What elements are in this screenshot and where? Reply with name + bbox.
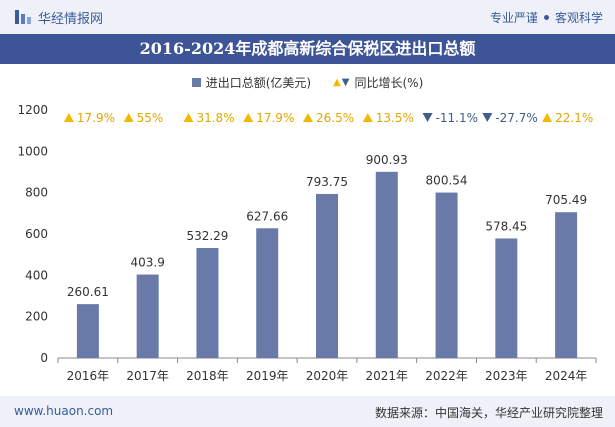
- growth-label: 13.5%: [376, 111, 414, 125]
- growth-label: 31.8%: [196, 111, 234, 125]
- growth-label: 17.9%: [77, 111, 115, 125]
- growth-up-marker: [303, 113, 313, 122]
- bar-value-label: 578.45: [485, 219, 527, 233]
- legend-label-growth: 同比增长(%): [354, 75, 424, 90]
- bar-value-label: 532.29: [186, 229, 228, 243]
- x-tick-label: 2019年: [246, 369, 289, 383]
- bar-value-label: 900.93: [366, 153, 408, 167]
- legend-item-growth[interactable]: ▲ ▼ 同比增长(%): [333, 74, 423, 91]
- footer-bar: www.huaon.com 数据来源：中国海关，华经产业研究院整理: [0, 396, 615, 427]
- bar-5[interactable]: [375, 171, 398, 358]
- x-tick-label: 2022年: [425, 369, 468, 383]
- chart-legend: 进出口总额(亿美元) ▲ ▼ 同比增长(%): [0, 72, 615, 92]
- growth-up-marker: [183, 113, 194, 122]
- growth-up-marker: [542, 113, 553, 122]
- growth-label: 22.1%: [555, 111, 593, 125]
- bar-7[interactable]: [495, 238, 518, 358]
- bar-swatch-icon: [191, 77, 201, 87]
- y-tick-label: 200: [25, 310, 48, 324]
- growth-label: -11.1%: [436, 111, 478, 125]
- bar-value-label: 403.9: [130, 256, 164, 270]
- slogan-right: 客观科学: [554, 11, 603, 25]
- bar-4[interactable]: [316, 193, 338, 358]
- bar-value-label: 705.49: [545, 193, 587, 207]
- y-tick-label: 0: [40, 351, 48, 365]
- data-source: 数据来源：中国海关，华经产业研究院整理: [374, 406, 603, 420]
- separator-dot-icon: [543, 15, 549, 20]
- x-tick-label: 2023年: [485, 369, 528, 383]
- bar-value-label: 260.61: [67, 285, 109, 299]
- growth-up-marker: [123, 113, 134, 122]
- growth-down-marker: [422, 113, 433, 122]
- top-bar: 华经情报网 专业严谨 客观科学: [0, 0, 615, 34]
- bar-value-label: 627.66: [246, 209, 288, 223]
- growth-up-marker: [243, 113, 254, 122]
- growth-label: 17.9%: [256, 111, 294, 125]
- y-tick-label: 400: [25, 268, 48, 282]
- bar-value-label: 800.54: [426, 174, 468, 188]
- slogan-left: 专业严谨: [489, 11, 538, 25]
- brand[interactable]: 华经情报网: [14, 7, 103, 27]
- y-tick-label: 1000: [17, 144, 48, 158]
- x-tick-label: 2024年: [545, 369, 588, 383]
- bar-8[interactable]: [555, 212, 578, 358]
- bar-3[interactable]: [256, 228, 279, 358]
- bar-chart: 0 200 400 600 800 1000 1200 260.61 2016年 17.9% 403…: [17, 103, 597, 383]
- huajing-logo-icon: [15, 10, 31, 24]
- chart-title: 2016-2024年成都高新综合保税区进出口总额: [139, 39, 476, 58]
- growth-label: 55%: [137, 111, 164, 125]
- y-tick-label: 1200: [17, 103, 48, 117]
- y-tick-label: 800: [25, 186, 48, 200]
- growth-label: 26.5%: [316, 111, 354, 125]
- growth-up-marker: [362, 113, 373, 122]
- growth-label: -27.7%: [495, 111, 537, 125]
- bar-1[interactable]: [136, 274, 159, 358]
- x-tick-label: 2021年: [366, 369, 409, 383]
- slogan: 专业严谨 客观科学: [490, 9, 603, 26]
- x-tick-label: 2018年: [186, 369, 229, 383]
- growth-down-marker: [482, 113, 493, 122]
- bar-0[interactable]: [76, 304, 99, 358]
- bar-6[interactable]: [435, 192, 458, 358]
- x-tick-label: 2017年: [126, 369, 169, 383]
- brand-name: 华经情报网: [38, 11, 104, 27]
- site-link[interactable]: www.huaon.com: [14, 404, 114, 418]
- growth-up-marker: [63, 113, 74, 122]
- title-bar: 2016-2024年成都高新综合保税区进出口总额: [0, 34, 615, 64]
- legend-item-total[interactable]: 进出口总额(亿美元): [191, 74, 312, 91]
- y-tick-label: 600: [25, 227, 48, 241]
- legend-label-total: 进出口总额(亿美元): [205, 75, 312, 90]
- bar-value-label: 793.75: [306, 175, 348, 189]
- bar-2[interactable]: [196, 247, 219, 358]
- triangle-swatch-icon: ▲ ▼: [333, 76, 350, 88]
- x-tick-label: 2016年: [67, 369, 110, 383]
- x-tick-label: 2020年: [306, 369, 349, 383]
